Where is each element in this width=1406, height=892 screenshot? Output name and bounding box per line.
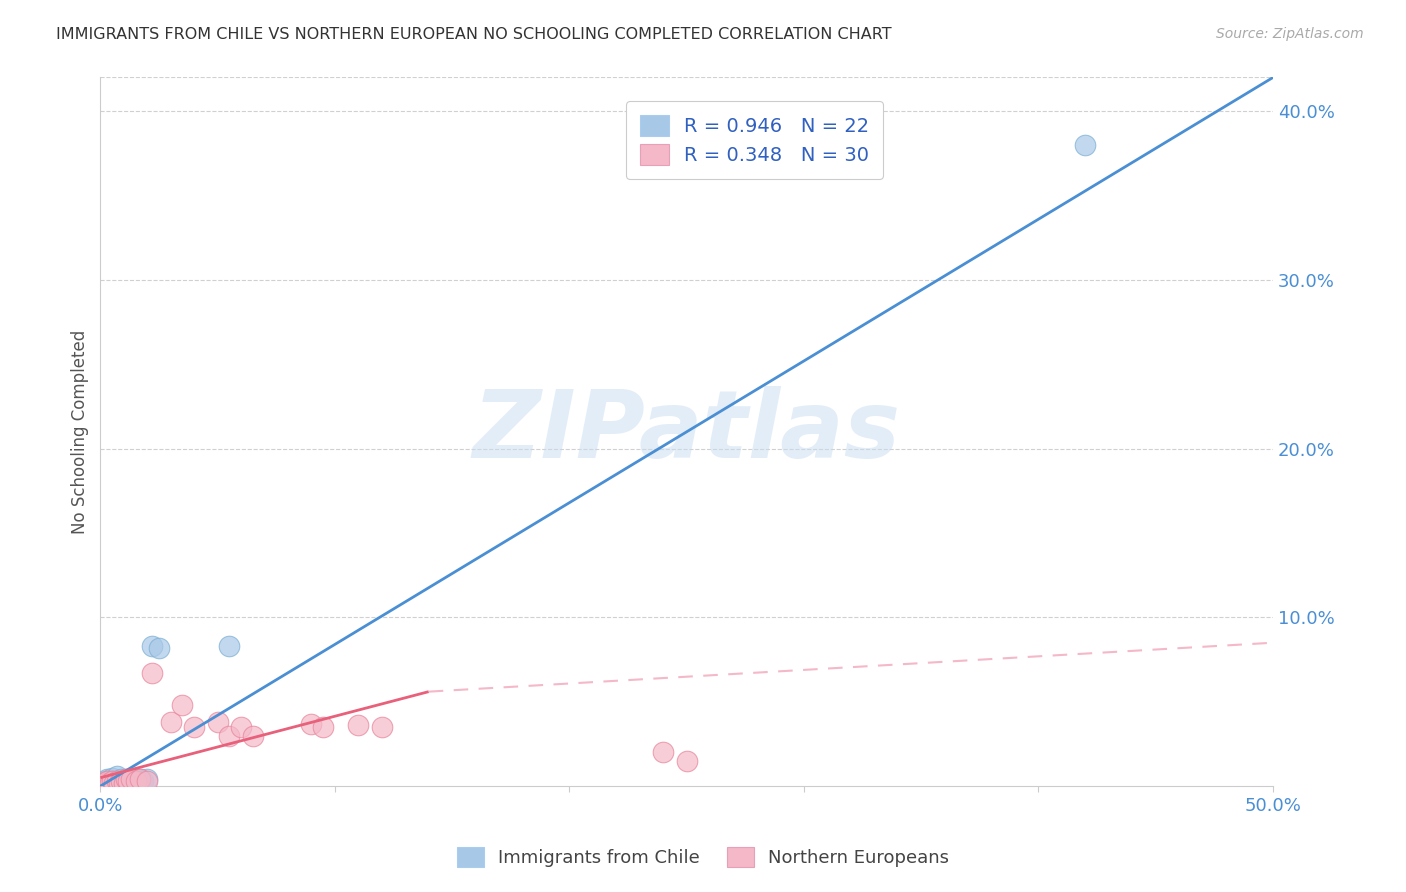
Point: [242, 729, 264, 743]
Point: [103, 776, 125, 790]
Point: [124, 772, 146, 787]
Point: [207, 714, 229, 729]
Point: [98, 776, 121, 790]
Y-axis label: No Schooling Completed: No Schooling Completed: [72, 330, 89, 534]
Point: [129, 772, 152, 787]
Point: [96, 772, 118, 787]
Text: IMMIGRANTS FROM CHILE VS NORTHERN EUROPEAN NO SCHOOLING COMPLETED CORRELATION CH: IMMIGRANTS FROM CHILE VS NORTHERN EUROPE…: [56, 27, 891, 42]
Point: [98, 776, 121, 790]
Point: [120, 772, 142, 787]
Point: [105, 774, 128, 789]
Point: [229, 720, 252, 734]
Text: ZIPatlas: ZIPatlas: [472, 386, 901, 478]
Point: [112, 776, 135, 790]
Point: [172, 698, 194, 713]
Point: [96, 774, 118, 789]
Point: [129, 772, 152, 787]
Point: [110, 772, 132, 787]
Point: [115, 772, 138, 787]
Point: [159, 714, 181, 729]
Point: [1074, 137, 1097, 152]
Point: [108, 776, 131, 790]
Point: [101, 771, 124, 785]
Point: [117, 774, 139, 789]
Point: [115, 772, 138, 787]
Point: [312, 720, 335, 734]
Point: [108, 774, 131, 789]
Point: [371, 720, 394, 734]
Point: [183, 720, 205, 734]
Point: [117, 774, 139, 789]
Point: [218, 639, 240, 653]
Point: [120, 772, 142, 787]
Point: [131, 774, 153, 789]
Point: [127, 774, 149, 789]
Point: [675, 754, 697, 768]
Point: [94, 777, 117, 791]
Point: [103, 774, 125, 789]
Point: [124, 774, 146, 789]
Point: [91, 776, 114, 790]
Point: [141, 666, 163, 681]
Legend: R = 0.946   N = 22, R = 0.348   N = 30: R = 0.946 N = 22, R = 0.348 N = 30: [626, 102, 883, 178]
Text: Source: ZipAtlas.com: Source: ZipAtlas.com: [1216, 27, 1364, 41]
Point: [136, 774, 159, 789]
Point: [136, 772, 159, 787]
Point: [141, 639, 163, 653]
Point: [301, 716, 323, 731]
Point: [218, 729, 240, 743]
Point: [652, 745, 675, 759]
Point: [105, 769, 128, 783]
Point: [148, 640, 170, 655]
Point: [112, 774, 135, 789]
Point: [347, 718, 370, 732]
Point: [101, 774, 124, 789]
Point: [94, 774, 117, 789]
Point: [110, 774, 132, 789]
Point: [122, 774, 145, 789]
Legend: Immigrants from Chile, Northern Europeans: Immigrants from Chile, Northern European…: [450, 839, 956, 874]
